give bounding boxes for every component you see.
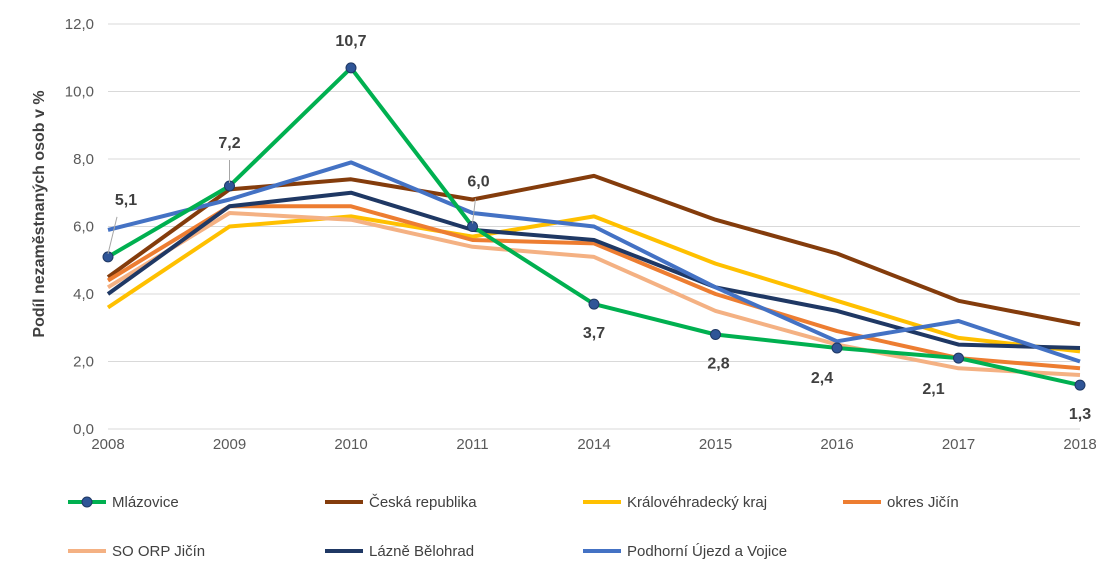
x-axis-ticks: 2008 2009 2010 2011 2014 2015 2016 2017 2018 [91, 436, 1096, 453]
y-tick-label: 0,0 [73, 421, 94, 438]
data-label: 5,1 [115, 192, 137, 209]
data-label: 10,7 [335, 33, 366, 50]
data-label: 2,1 [922, 381, 944, 398]
data-label: 2,4 [811, 370, 833, 387]
series-line-podhorn-jezd-a-vojice [107, 160, 1081, 364]
data-point [588, 298, 600, 310]
y-tick-label: 2,0 [73, 354, 94, 371]
x-tick-label: 2015 [699, 436, 732, 453]
legend-label: Podhorní Újezd a Vojice [627, 543, 787, 560]
legend-item: Mlázovice [68, 494, 179, 511]
label-leader-line [472, 198, 476, 224]
label-leader-line [107, 216, 118, 254]
legend: Mlázovice Česká republika Královéhradecký … [68, 494, 959, 560]
y-tick-label: 8,0 [73, 151, 94, 168]
data-label: 3,7 [583, 325, 605, 342]
x-tick-label: 2014 [577, 436, 610, 453]
y-axis-ticks: 0,0 2,0 4,0 6,0 8,0 10,0 12,0 [65, 16, 94, 438]
legend-label: Lázně Bělohrad [369, 543, 474, 560]
y-tick-label: 10,0 [65, 84, 94, 101]
y-tick-label: 6,0 [73, 219, 94, 236]
legend-item: okres Jičín [843, 494, 959, 511]
legend-label: Mlázovice [112, 494, 179, 511]
legend-item: Česká republika [325, 494, 477, 511]
data-label: 2,8 [707, 356, 729, 373]
data-label: 1,3 [1069, 406, 1091, 423]
series-lines [106, 65, 1081, 388]
data-markers [102, 62, 1086, 391]
data-point [831, 342, 843, 354]
legend-item: SO ORP Jičín [68, 543, 205, 560]
x-tick-label: 2016 [820, 436, 853, 453]
legend-label: Královéhradecký kraj [627, 494, 767, 511]
y-tick-label: 12,0 [65, 16, 94, 33]
x-tick-label: 2010 [334, 436, 367, 453]
legend-label: Česká republika [369, 494, 477, 511]
series-line-okres-ji-n [106, 204, 1081, 371]
x-tick-label: 2017 [942, 436, 975, 453]
data-point [953, 352, 964, 364]
data-point [345, 62, 357, 74]
series-line-l-zn-b-lohrad [106, 190, 1081, 350]
x-tick-label: 2008 [91, 436, 124, 453]
x-tick-label: 2011 [456, 436, 488, 453]
y-tick-label: 4,0 [73, 286, 94, 303]
series-line-kr-lov-hradeck-kraj [106, 214, 1081, 354]
y-axis-label: Podíl nezaměstnaných osob v % [31, 90, 48, 337]
legend-item: Podhorní Újezd a Vojice [583, 543, 787, 560]
series-line-so-orp-ji-n [106, 211, 1081, 377]
gridlines [108, 23, 1080, 430]
data-label: 6,0 [467, 174, 489, 191]
legend-label: SO ORP Jičín [112, 543, 205, 560]
data-label: 7,2 [218, 135, 240, 152]
data-point [710, 329, 721, 340]
data-labels: 5,1 7,2 10,7 6,0 3,7 2,8 2,4 2,1 1,3 [107, 33, 1091, 423]
x-tick-label: 2018 [1063, 436, 1096, 453]
legend-marker [81, 496, 93, 508]
legend-item: Lázně Bělohrad [325, 543, 474, 560]
legend-item: Královéhradecký kraj [583, 494, 767, 511]
x-tick-label: 2009 [213, 436, 246, 453]
legend-label: okres Jičín [887, 494, 959, 511]
data-point [1074, 379, 1086, 391]
